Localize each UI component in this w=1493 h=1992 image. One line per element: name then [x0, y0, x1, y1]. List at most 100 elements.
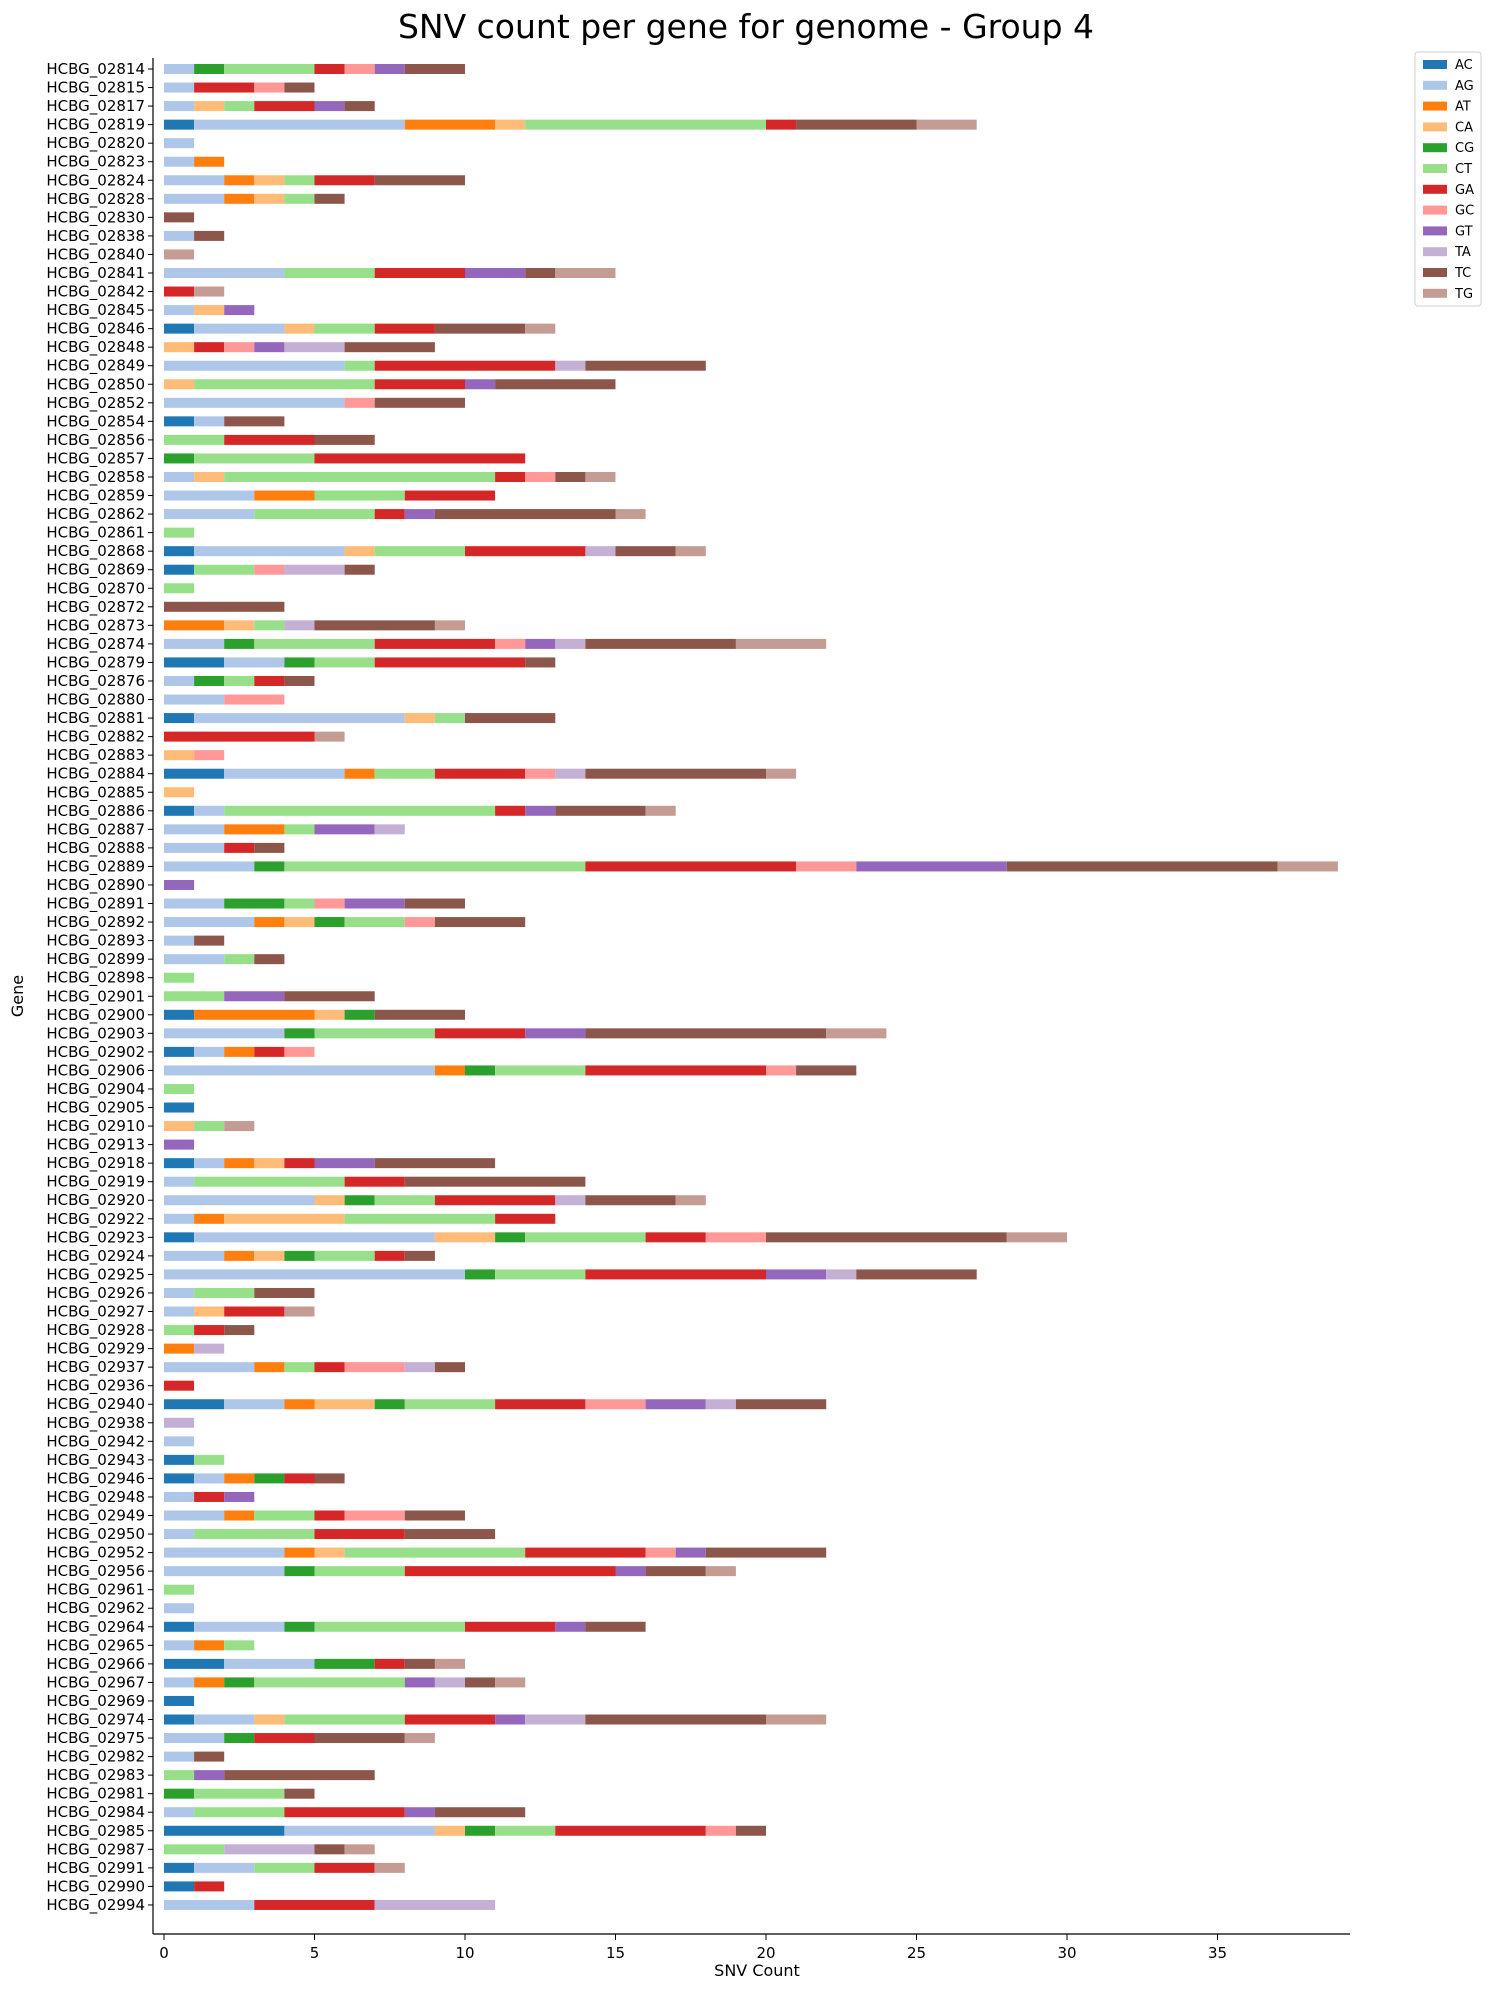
bar-segment-tc	[434, 509, 616, 520]
bar-segment-ct	[525, 1232, 646, 1243]
bar-segment-cg	[194, 64, 225, 74]
bar-segment-ac	[164, 1158, 195, 1169]
bar-segment-gt	[766, 1269, 827, 1280]
bar-segment-ag	[284, 1825, 435, 1836]
bar-segment-ag	[164, 1176, 195, 1187]
bar-segment-tc	[314, 620, 435, 631]
bar-segment-ac	[164, 1695, 195, 1706]
y-tick-label: HCBG_02841	[46, 264, 145, 283]
bar-segment-gt	[374, 64, 405, 74]
bar-segment-ga	[314, 1510, 345, 1521]
bar-segment-ag	[164, 509, 255, 520]
bar-segment-ga	[404, 490, 496, 501]
y-tick-label: HCBG_02858	[46, 468, 145, 487]
legend-label-ag: AG	[1455, 79, 1474, 94]
bar-segment-gt	[164, 879, 195, 890]
bar-segment-ag	[164, 156, 195, 167]
y-tick-label: HCBG_02966	[46, 1655, 145, 1674]
bar-segment-ta	[555, 768, 586, 779]
bar-segment-at	[194, 1213, 225, 1224]
bar-segment-ca	[254, 1714, 285, 1725]
bar-segment-tg	[916, 119, 977, 130]
bar-segment-ca	[495, 119, 526, 130]
y-tick-label: HCBG_02842	[46, 283, 145, 302]
bar-segment-gc	[344, 1362, 405, 1373]
bar-segment-tc	[314, 193, 345, 204]
bar-segment-ct	[314, 323, 375, 334]
bar-segment-at	[284, 1547, 315, 1558]
bar-segment-at	[434, 1065, 465, 1076]
y-tick-label: HCBG_02849	[46, 357, 145, 376]
bar-segment-ct	[194, 1807, 285, 1818]
bar-segment-tc	[374, 175, 465, 186]
bar-segment-gt	[645, 1399, 706, 1410]
bar-segment-ac	[164, 1102, 195, 1113]
legend-label-ta: TA	[1454, 245, 1471, 260]
bar-segment-tc	[1006, 861, 1278, 872]
bar-segment-tc	[555, 471, 586, 482]
y-tick-label: HCBG_02942	[46, 1432, 145, 1451]
bar-segment-tg	[194, 286, 225, 297]
bar-segment-gt	[525, 1028, 586, 1039]
y-tick-label: HCBG_02846	[46, 320, 145, 339]
bar-segment-tc	[525, 657, 556, 668]
bar-segment-ag	[164, 1751, 195, 1762]
bar-segment-ag	[164, 138, 195, 149]
bar-segment-ca	[254, 1250, 285, 1261]
bar-segment-at	[224, 175, 255, 186]
bar-segment-ct	[344, 360, 375, 371]
bar-segment-gt	[224, 1491, 255, 1502]
bar-segment-ag	[224, 768, 345, 779]
x-tick-label: 35	[1208, 1944, 1227, 1962]
legend-label-cg: CG	[1455, 141, 1474, 156]
bar-segment-ac	[164, 323, 195, 334]
bar-segment-ca	[164, 750, 195, 761]
bar-segment-tg	[164, 249, 195, 260]
y-tick-label: HCBG_02925	[46, 1265, 145, 1284]
bar-segment-ca	[434, 1232, 496, 1243]
bar-segment-tg	[525, 323, 556, 334]
bar-segment-ta	[404, 1362, 435, 1373]
bar-segment-ga	[284, 1807, 405, 1818]
bar-segment-ct	[164, 972, 195, 983]
bar-segment-gt	[164, 1139, 195, 1150]
bar-segment-gc	[796, 861, 857, 872]
y-tick-label: HCBG_02923	[46, 1228, 145, 1247]
bar-segment-ag	[164, 1436, 195, 1447]
bar-segment-ct	[194, 1287, 255, 1298]
bar-segment-at	[194, 156, 225, 167]
bar-segment-ag	[164, 1491, 195, 1502]
bar-segment-ga	[314, 453, 526, 464]
bar-segment-gc	[404, 917, 435, 928]
bar-segment-tc	[585, 638, 736, 649]
bar-segment-ct	[194, 1788, 285, 1799]
bar-segment-ag	[224, 1399, 285, 1410]
bar-segment-ct	[434, 713, 465, 724]
y-tick-label: HCBG_02924	[46, 1247, 145, 1266]
bar-segment-ag	[164, 1306, 195, 1317]
bar-segment-cg	[344, 1009, 375, 1020]
bar-segment-ga	[224, 434, 315, 445]
bar-segment-gc	[525, 471, 556, 482]
y-tick-label: HCBG_02987	[46, 1840, 145, 1859]
bar-segment-gc	[344, 64, 375, 74]
bar-segment-cg	[284, 1566, 315, 1577]
bar-segment-ac	[164, 1881, 195, 1892]
y-tick-label: HCBG_02918	[46, 1154, 145, 1173]
legend-frame	[1414, 51, 1482, 307]
y-tick-label: HCBG_02881	[46, 709, 145, 728]
y-tick-label: HCBG_02943	[46, 1451, 145, 1470]
bar-segment-tc	[164, 601, 285, 612]
bar-segment-ga	[374, 360, 556, 371]
bar-segment-ag	[194, 713, 405, 724]
bar-segment-ac	[164, 1454, 195, 1465]
bar-segment-tc	[254, 842, 285, 853]
y-tick-label: HCBG_02906	[46, 1061, 145, 1080]
bar-segment-tc	[796, 119, 917, 130]
bar-segment-ga	[374, 509, 405, 520]
bar-segment-ac	[164, 1232, 195, 1243]
bar-segment-tc	[194, 230, 225, 241]
legend-swatch-at	[1423, 101, 1447, 111]
bar-segment-ac	[164, 1009, 195, 1020]
bar-segment-ca	[164, 379, 195, 390]
